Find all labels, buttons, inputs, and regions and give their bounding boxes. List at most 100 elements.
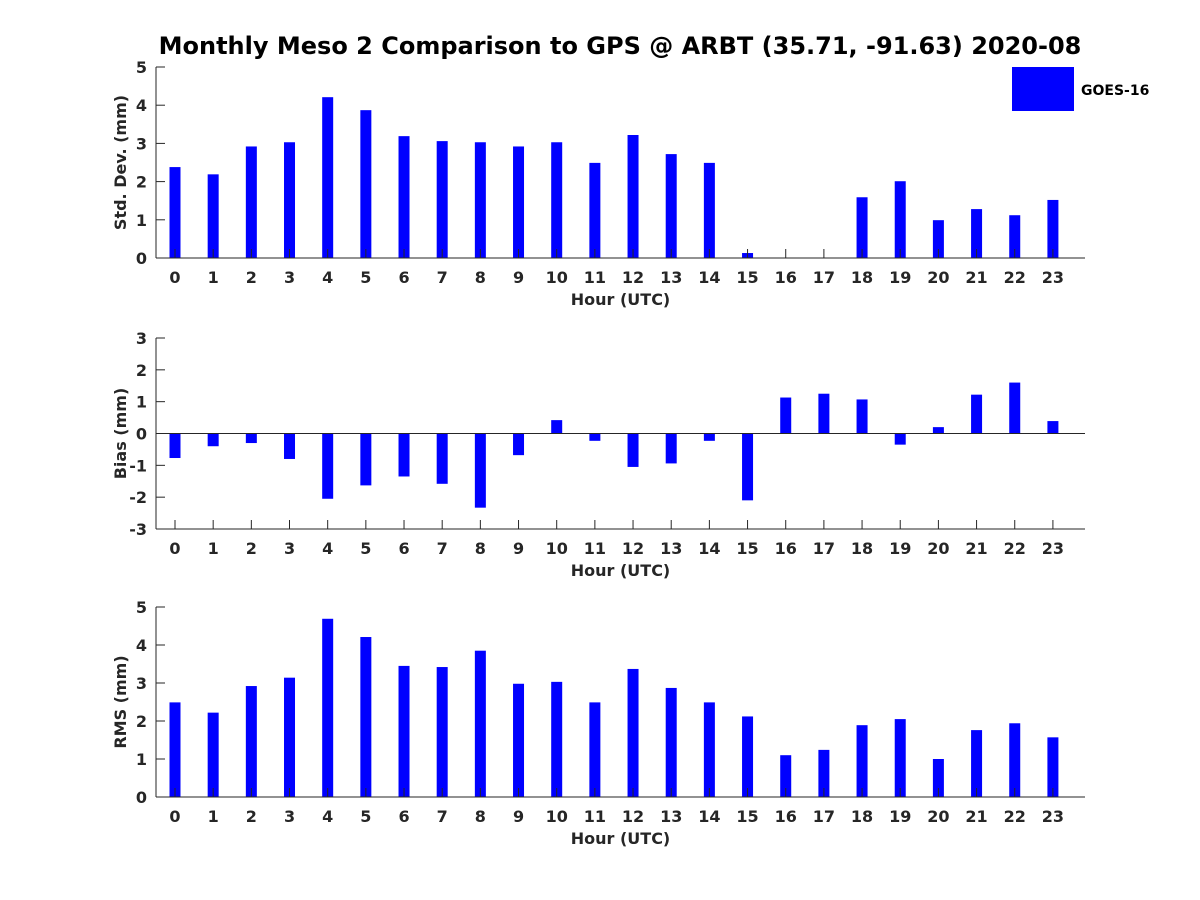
- rms-xtick-label: 10: [546, 807, 568, 826]
- rms-ytick-label: 3: [136, 674, 147, 693]
- rms-bar-hour-10: [551, 681, 563, 797]
- rms-bar-hour-17: [818, 749, 830, 797]
- bias-bar-hour-4: [322, 433, 334, 499]
- bias-bar-hour-11: [589, 433, 601, 441]
- stddev-xtick-label: 13: [660, 268, 682, 287]
- stddev-xtick-label: 3: [284, 268, 295, 287]
- rms-bar-hour-19: [894, 719, 906, 797]
- rms-xtick-label: 20: [927, 807, 949, 826]
- bias-xtick-label: 8: [475, 539, 486, 558]
- bias-bar-hour-22: [1009, 382, 1021, 434]
- bias-xtick-label: 9: [513, 539, 524, 558]
- bias-xtick-label: 5: [360, 539, 371, 558]
- stddev-xtick-label: 9: [513, 268, 524, 287]
- rms-ytick-label: 5: [136, 598, 147, 617]
- stddev-xtick-label: 22: [1004, 268, 1026, 287]
- stddev-bar-hour-5: [360, 110, 372, 258]
- rms-bar-hour-6: [398, 665, 410, 797]
- stddev-ytick-label: 3: [136, 134, 147, 153]
- rms-bar-hour-5: [360, 637, 372, 797]
- bias-bar-hour-7: [436, 433, 448, 484]
- stddev-bar-hour-12: [627, 135, 639, 258]
- rms-xtick-label: 19: [889, 807, 911, 826]
- stddev-bar-hour-19: [894, 181, 906, 258]
- stddev-bar-hour-9: [513, 146, 525, 258]
- bias-ytick-label: 3: [136, 329, 147, 348]
- bias-xlabel: Hour (UTC): [571, 561, 671, 580]
- stddev-bar-hour-2: [245, 146, 257, 258]
- bias-xtick-label: 0: [169, 539, 180, 558]
- rms-xtick-label: 9: [513, 807, 524, 826]
- bias-bar-hour-3: [284, 433, 296, 459]
- rms-bar-hour-21: [971, 730, 983, 797]
- stddev-xtick-label: 8: [475, 268, 486, 287]
- legend-label-goes-16: GOES-16: [1081, 83, 1149, 99]
- stddev-ytick-label: 1: [136, 211, 147, 230]
- rms-xtick-label: 2: [246, 807, 257, 826]
- stddev-xtick-label: 7: [437, 268, 448, 287]
- stddev-bar-hour-23: [1047, 199, 1059, 258]
- stddev-bar-hour-20: [932, 220, 944, 258]
- rms-xtick-label: 23: [1042, 807, 1064, 826]
- bias-bar-hour-6: [398, 433, 410, 477]
- rms-bar-hour-20: [932, 759, 944, 797]
- stddev-xtick-label: 2: [246, 268, 257, 287]
- stddev-xtick-label: 6: [398, 268, 409, 287]
- stddev-bar-hour-4: [322, 97, 334, 259]
- bias-bar-hour-13: [665, 433, 677, 464]
- stddev-xtick-label: 20: [927, 268, 949, 287]
- rms-xtick-label: 12: [622, 807, 644, 826]
- rms-bar-hour-13: [665, 687, 677, 797]
- stddev-bar-hour-1: [207, 174, 219, 258]
- bias-bar-hour-0: [169, 433, 181, 459]
- stddev-bar-hour-7: [436, 141, 448, 258]
- bias-ytick-label: -3: [129, 520, 147, 539]
- bias-bar-hour-1: [207, 433, 219, 447]
- rms-xtick-label: 4: [322, 807, 333, 826]
- rms-xtick-label: 15: [736, 807, 758, 826]
- bias-xtick-label: 15: [736, 539, 758, 558]
- rms-xtick-label: 5: [360, 807, 371, 826]
- stddev-bar-hour-18: [856, 197, 868, 258]
- stddev-bar-hour-22: [1009, 215, 1021, 258]
- rms-ylabel: RMS (mm): [111, 655, 130, 748]
- rms-xtick-label: 16: [775, 807, 797, 826]
- bias-xtick-label: 3: [284, 539, 295, 558]
- bias-xtick-label: 22: [1004, 539, 1026, 558]
- stddev-ylabel: Std. Dev. (mm): [111, 95, 130, 230]
- stddev-xtick-label: 16: [775, 268, 797, 287]
- rms-bar-hour-1: [207, 712, 219, 797]
- bias-xtick-label: 16: [775, 539, 797, 558]
- legend: GOES-16: [1012, 67, 1149, 111]
- rms-xtick-label: 13: [660, 807, 682, 826]
- stddev-xtick-label: 17: [813, 268, 835, 287]
- bias-ytick-label: 0: [136, 425, 147, 444]
- stddev-xtick-label: 10: [546, 268, 568, 287]
- rms-bar-hour-22: [1009, 723, 1021, 797]
- bias-xtick-label: 19: [889, 539, 911, 558]
- bias-bar-hour-19: [894, 433, 906, 445]
- rms-bar-hour-9: [513, 683, 525, 797]
- bias-xtick-label: 23: [1042, 539, 1064, 558]
- stddev-bar-hour-6: [398, 136, 410, 258]
- rms-bar-hour-4: [322, 618, 334, 797]
- bias-bar-hour-2: [245, 433, 257, 444]
- stddev-xlabel: Hour (UTC): [571, 290, 671, 309]
- stddev-xtick-label: 12: [622, 268, 644, 287]
- bias-bar-hour-10: [551, 420, 563, 434]
- bias-ytick-label: -1: [129, 456, 147, 475]
- bias-bar-hour-8: [474, 433, 486, 508]
- bias-xtick-label: 10: [546, 539, 568, 558]
- bias-xtick-label: 17: [813, 539, 835, 558]
- rms-xtick-label: 3: [284, 807, 295, 826]
- bias-bar-hour-5: [360, 433, 372, 486]
- bias-bar-hour-21: [971, 394, 983, 434]
- bias-ytick-label: 1: [136, 393, 147, 412]
- bias-xtick-label: 12: [622, 539, 644, 558]
- bias-bar-hour-20: [932, 427, 944, 434]
- rms-xtick-label: 22: [1004, 807, 1026, 826]
- stddev-ytick-label: 4: [136, 96, 147, 115]
